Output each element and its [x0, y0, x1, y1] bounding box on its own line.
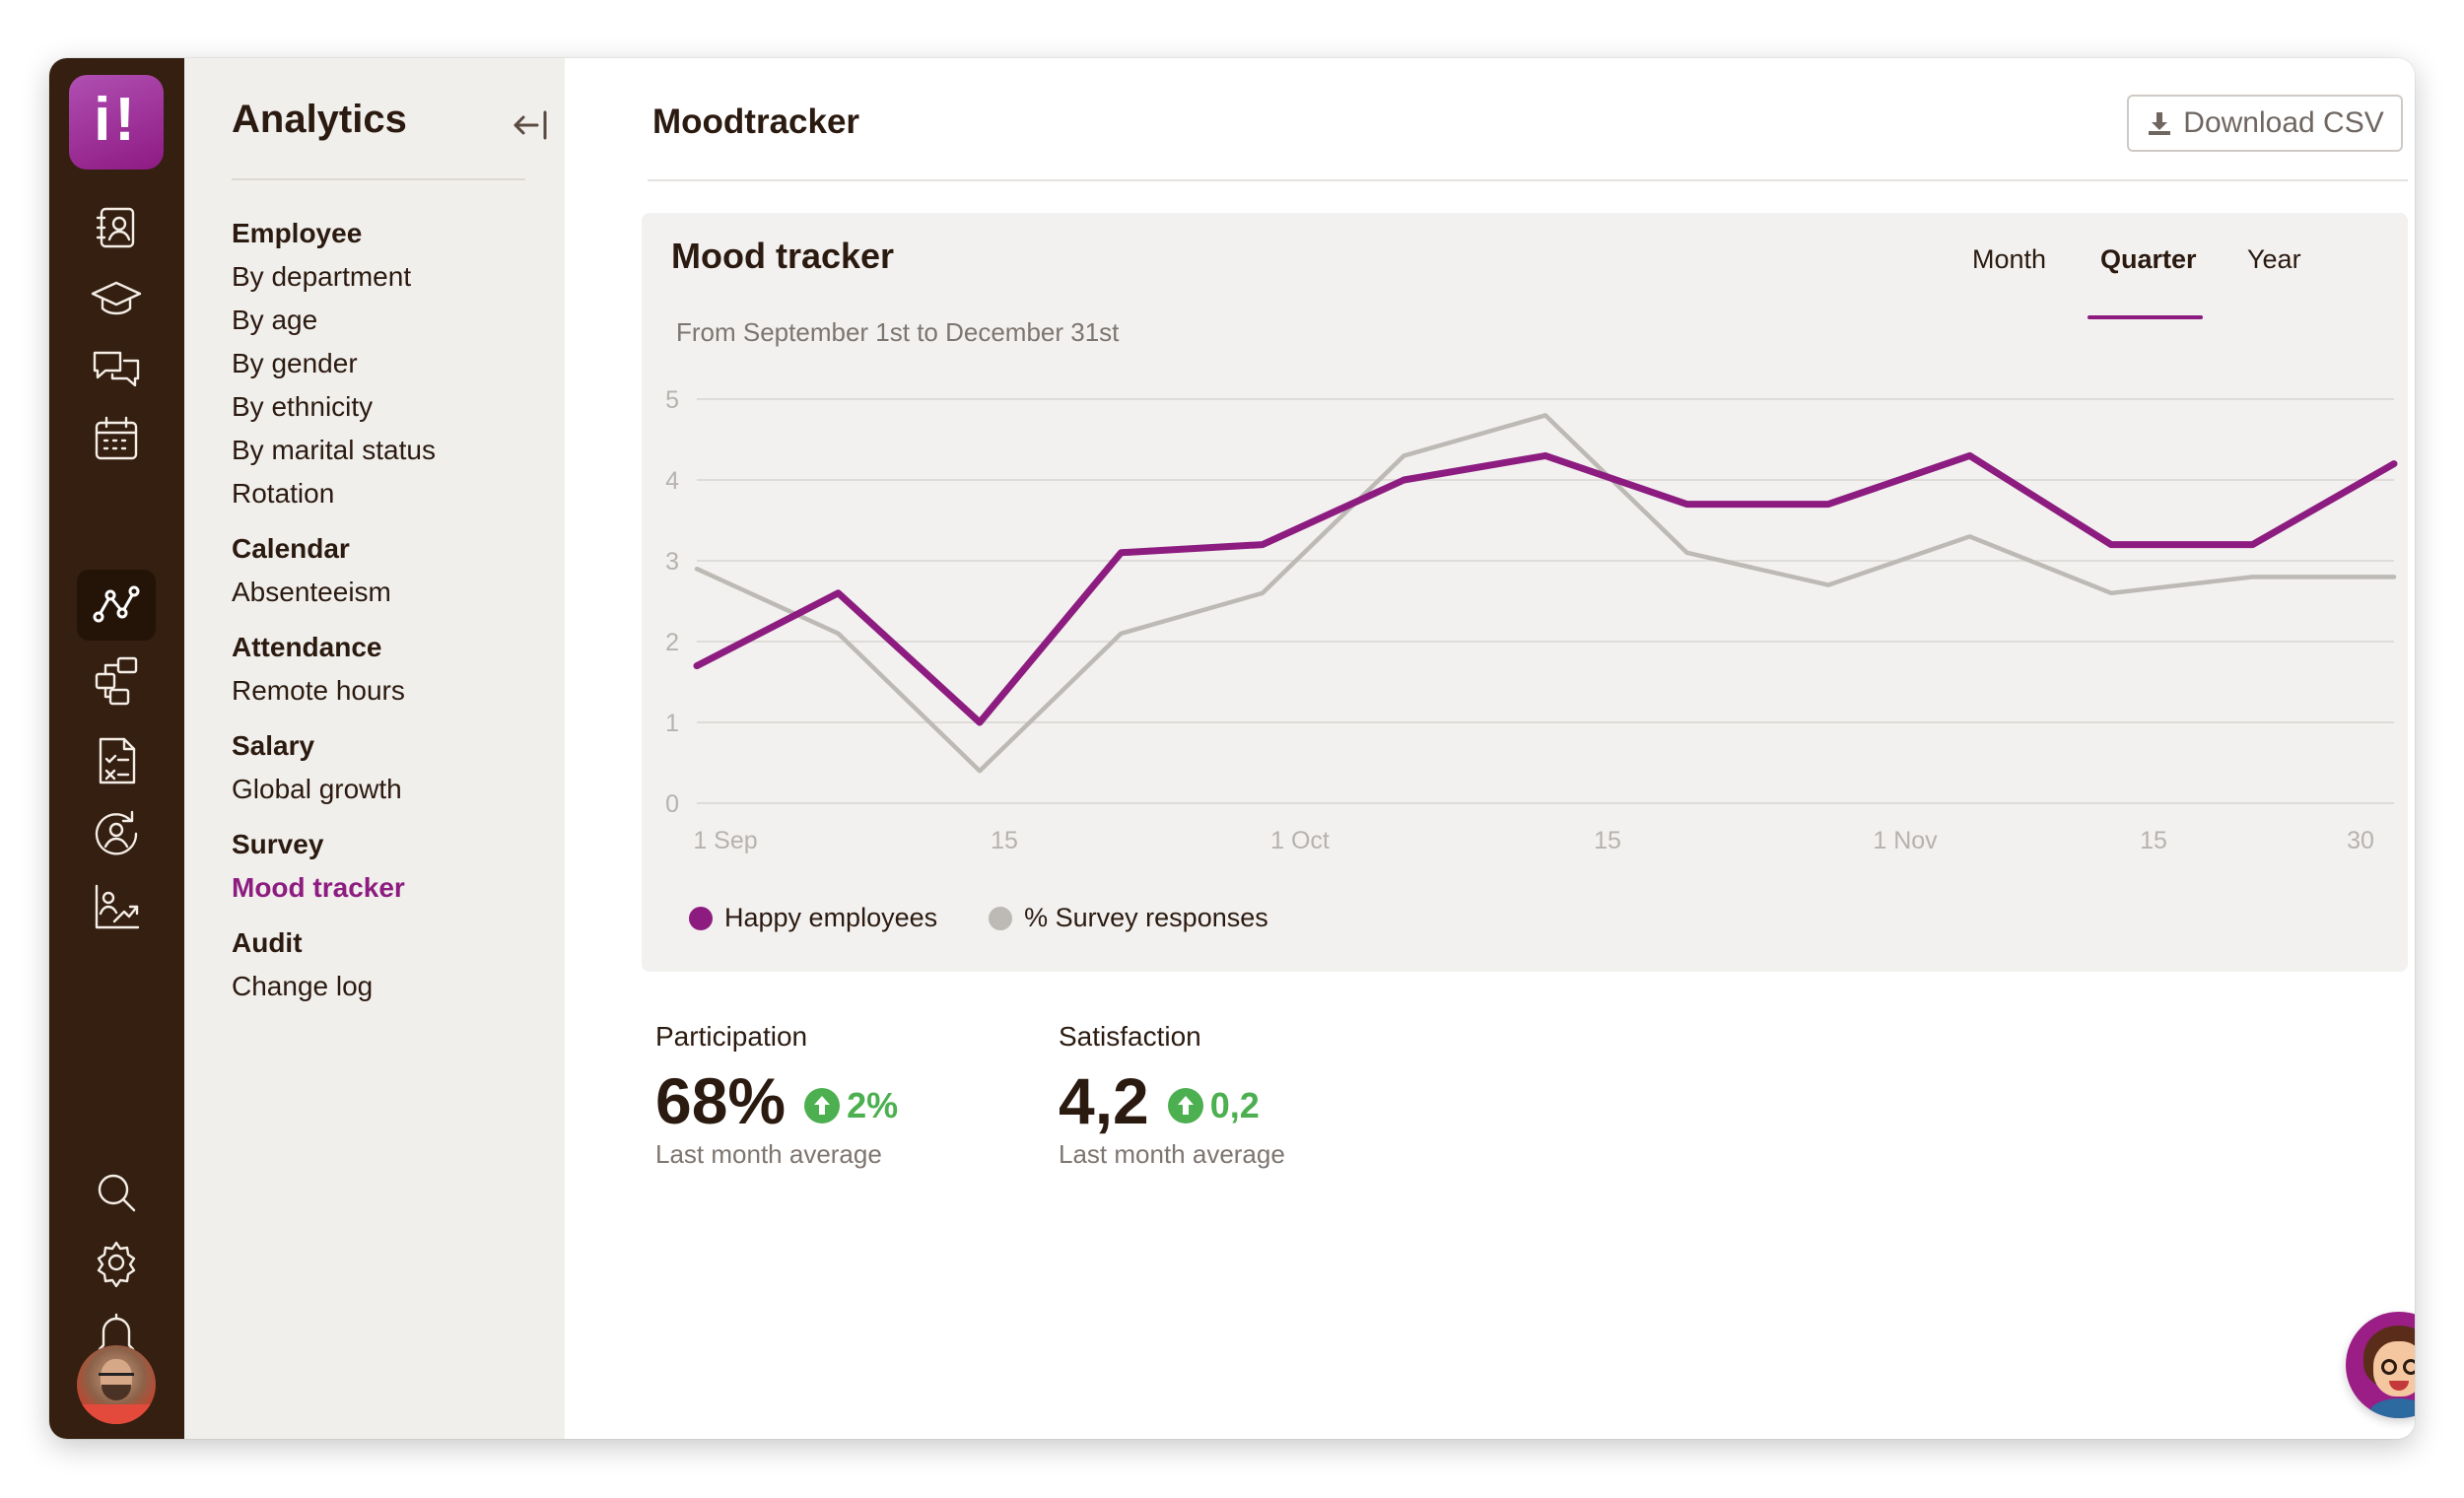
x-tick-label: 15 [1594, 827, 1621, 854]
assistant-avatar-button[interactable] [2346, 1312, 2415, 1418]
y-tick-label: 0 [665, 790, 679, 818]
sidebar-item-by-department[interactable]: By department [232, 261, 412, 292]
sidebar-item-rotation[interactable]: Rotation [232, 478, 335, 509]
people-cycle-icon[interactable] [87, 804, 146, 863]
page-title: Moodtracker [652, 102, 860, 141]
nav-group: Attendance Remote hours [232, 626, 547, 713]
sidebar-item-absenteeism[interactable]: Absenteeism [232, 577, 391, 607]
calendar-icon[interactable] [87, 409, 146, 468]
active-tab-indicator [2088, 315, 2203, 319]
stat-delta-value: 0,2 [1209, 1085, 1260, 1125]
collapse-sidebar-icon[interactable] [510, 107, 549, 143]
legend-item[interactable]: Happy employees [689, 903, 937, 933]
nav-group: Audit Change log [232, 921, 547, 1008]
sidebar-item-mood-tracker[interactable]: Mood tracker [232, 872, 405, 903]
nav-heading: Audit [232, 927, 303, 958]
app-window: i! [49, 58, 2415, 1439]
legend-item[interactable]: % Survey responses [989, 903, 1268, 933]
stat-value: 4,2 [1059, 1064, 1149, 1137]
icon-rail: i! [49, 58, 184, 1439]
x-tick-label: 15 [991, 827, 1018, 854]
legend-label: % Survey responses [1024, 903, 1268, 932]
legend-dot-survey [989, 906, 1013, 930]
nav-group: Employee By department By age By gender By e… [232, 212, 547, 515]
stat-label: Participation [655, 1021, 808, 1052]
main-content: Moodtracker Download CSV 0 1 2 3 4 5 1 Sep 15 1 … [565, 58, 2415, 1439]
chart-legend: Happy employees % Survey responses [689, 903, 1268, 933]
stat-delta: 2% [803, 1085, 898, 1126]
x-tick-label: 30 [2347, 827, 2374, 854]
y-tick-label: 1 [665, 710, 679, 737]
stat-delta: 0,2 [1167, 1085, 1260, 1126]
nav-heading: Attendance [232, 632, 382, 662]
series-line-happy-employees[interactable] [693, 451, 2398, 726]
date-range-subtitle: From September 1st to December 31st [676, 317, 1120, 347]
y-tick-label: 2 [665, 629, 679, 656]
y-tick-label: 5 [665, 386, 679, 414]
chat-icon[interactable] [87, 339, 146, 398]
y-tick-label: 4 [665, 467, 679, 495]
sidebar-nav: Employee By department By age By gender By e… [232, 212, 547, 1020]
legend-label: Happy employees [724, 903, 938, 932]
nav-heading: Survey [232, 829, 324, 859]
sidebar-item-by-gender[interactable]: By gender [232, 348, 358, 378]
x-tick-label: 1 Sep [693, 827, 757, 854]
tab-year[interactable]: Year [2247, 244, 2301, 274]
sidebar-item-change-log[interactable]: Change log [232, 971, 374, 1001]
x-tick-label: 15 [2140, 827, 2167, 854]
participation-stat: Participation 68% 2% Last month average [655, 1021, 898, 1170]
nav-group: Calendar Absenteeism [232, 527, 547, 614]
arrow-up-circle-icon [1167, 1088, 1203, 1124]
sidebar-title: Analytics [232, 98, 407, 141]
satisfaction-stat: Satisfaction 4,2 0,2 Last month average [1059, 1021, 1285, 1170]
tab-month[interactable]: Month [1972, 244, 2047, 274]
download-csv-button[interactable]: Download CSV [2127, 95, 2403, 152]
stat-note: Last month average [655, 1139, 882, 1169]
gear-icon[interactable] [87, 1233, 146, 1292]
nav-group: Survey Mood tracker [232, 823, 547, 910]
growth-chart-icon[interactable] [87, 878, 146, 937]
stat-value: 68% [655, 1064, 787, 1137]
checklist-icon[interactable] [87, 731, 146, 790]
x-tick-label: 1 Nov [1873, 827, 1938, 854]
download-csv-label: Download CSV [2183, 106, 2384, 139]
nav-heading: Salary [232, 730, 315, 761]
mood-tracker-card: 0 1 2 3 4 5 1 Sep 15 1 Oct 15 1 Nov 15 30 Mood track… [642, 213, 2408, 972]
tab-quarter[interactable]: Quarter [2100, 244, 2197, 274]
sidebar-item-by-ethnicity[interactable]: By ethnicity [232, 391, 374, 422]
y-tick-label: 3 [665, 548, 679, 576]
sidebar-divider [232, 178, 525, 180]
card-title: Mood tracker [671, 236, 895, 276]
analytics-sidebar: Analytics Employee By department By age By … [184, 58, 565, 1439]
search-icon[interactable] [87, 1163, 146, 1222]
stat-delta-value: 2% [847, 1085, 899, 1125]
sidebar-item-by-marital-status[interactable]: By marital status [232, 435, 436, 465]
directory-icon[interactable] [87, 198, 146, 257]
analytics-icon[interactable] [77, 570, 156, 641]
stat-note: Last month average [1059, 1139, 1285, 1169]
learning-icon[interactable] [87, 268, 146, 327]
org-chart-icon[interactable] [87, 650, 146, 710]
sidebar-item-global-growth[interactable]: Global growth [232, 774, 402, 804]
header-divider [648, 179, 2408, 181]
mood-chart: 0 1 2 3 4 5 1 Sep 15 1 Oct 15 1 Nov 15 30 [665, 386, 2398, 854]
legend-dot-happy [689, 906, 713, 930]
nav-heading: Employee [232, 218, 363, 248]
nav-heading: Calendar [232, 533, 350, 564]
series-line-survey-responses[interactable] [694, 413, 2397, 774]
download-icon [2149, 112, 2171, 135]
stat-label: Satisfaction [1059, 1021, 1201, 1052]
app-logo[interactable]: i! [69, 75, 164, 170]
arrow-up-circle-icon [804, 1088, 841, 1124]
sidebar-item-by-age[interactable]: By age [232, 305, 318, 335]
nav-group: Salary Global growth [232, 724, 547, 811]
sidebar-item-remote-hours[interactable]: Remote hours [232, 675, 405, 706]
x-tick-label: 1 Oct [1270, 827, 1330, 854]
user-avatar[interactable] [77, 1345, 156, 1424]
